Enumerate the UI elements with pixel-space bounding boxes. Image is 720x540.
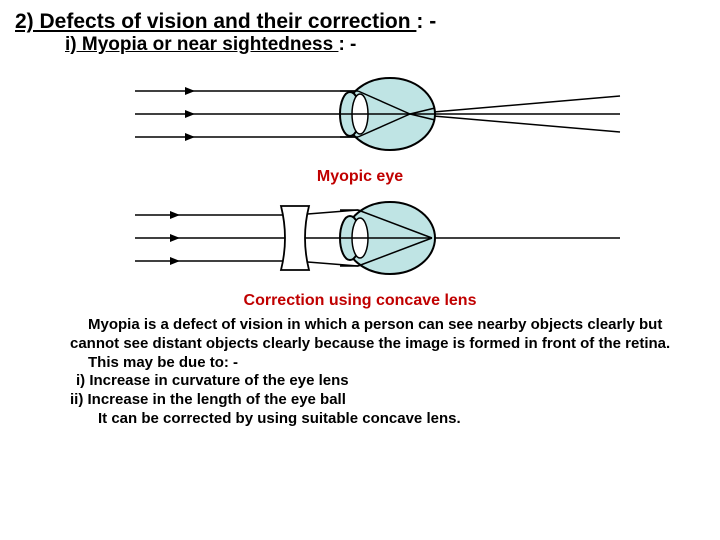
heading-text: 2) Defects of vision and their correctio… (15, 10, 416, 33)
cause-intro: This may be due to: - (70, 354, 685, 373)
correction-diagram-block: Correction using concave lens (15, 188, 705, 310)
description-paragraph: Myopia is a defect of vision in which a … (70, 316, 685, 354)
correction-caption: Correction using concave lens (244, 292, 477, 310)
correction-line: It can be corrected by using suitable co… (70, 410, 685, 429)
subheading-suffix: : - (338, 34, 356, 55)
subheading-text: i) Myopia or near sightedness (65, 34, 338, 55)
subsection-heading: i) Myopia or near sightedness : - (15, 34, 705, 56)
section-heading: 2) Defects of vision and their correctio… (15, 10, 705, 34)
description-text: Myopia is a defect of vision in which a … (15, 316, 705, 429)
cause-item-2: ii) Increase in the length of the eye ba… (70, 391, 685, 410)
heading-suffix: : - (416, 10, 436, 33)
correction-diagram (80, 188, 640, 288)
myopic-eye-diagram-block: Myopic eye (15, 64, 705, 186)
cause-item-1: i) Increase in curvature of the eye lens (70, 372, 685, 391)
myopic-eye-caption: Myopic eye (317, 168, 403, 186)
myopic-eye-diagram (80, 64, 640, 164)
